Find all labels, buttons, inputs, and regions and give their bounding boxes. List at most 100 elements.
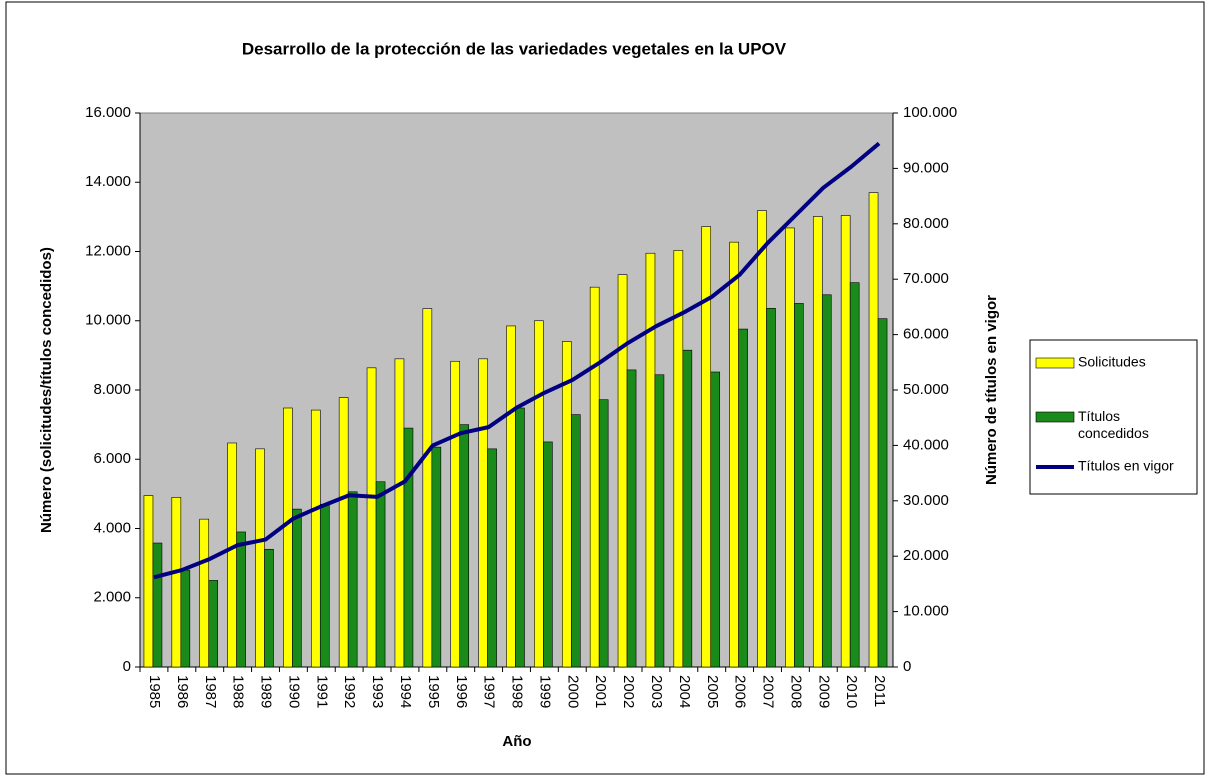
bar: [589, 286, 600, 668]
y2-tick-label: 0: [903, 658, 911, 675]
y2-tick-label: 80.000: [903, 215, 949, 232]
bar: [821, 294, 832, 668]
bar: [366, 367, 377, 668]
y2-tick-label: 50.000: [903, 381, 949, 398]
bar: [319, 503, 330, 668]
bar: [478, 358, 488, 668]
x-tick-label: 2007: [760, 675, 777, 708]
bar: [431, 446, 442, 668]
bar: [264, 548, 274, 668]
bar: [794, 303, 804, 668]
bar: [487, 448, 497, 668]
y2-tick-label: 20.000: [903, 547, 949, 564]
x-tick-label: 1994: [397, 675, 414, 708]
bar: [785, 227, 795, 668]
bar: [840, 215, 851, 668]
bar: [598, 399, 609, 668]
x-tick-label: 2006: [732, 675, 749, 708]
bar: [459, 424, 470, 668]
bar: [561, 341, 572, 668]
x-tick-label: 2009: [815, 675, 832, 708]
y-tick-label: 8.000: [93, 381, 131, 398]
x-tick-label: 1991: [313, 675, 330, 708]
bar: [208, 580, 219, 668]
x-tick-label: 1993: [369, 675, 386, 708]
bar: [543, 441, 553, 668]
bar: [292, 508, 302, 668]
y2-tick-label: 60.000: [903, 326, 949, 343]
bar: [849, 282, 860, 668]
y-tick-label: 0: [123, 658, 131, 675]
bar: [710, 371, 721, 668]
x-tick-label: 1990: [285, 675, 302, 708]
bar: [812, 216, 823, 668]
legend-label: Títulos concedidos: [1078, 408, 1149, 441]
x-tick-label: 1992: [341, 675, 358, 708]
legend-swatch: [1035, 411, 1075, 423]
bar: [422, 308, 433, 668]
y-tick-label: 10.000: [85, 312, 131, 329]
bar: [347, 491, 358, 668]
bar: [394, 358, 405, 668]
x-tick-label: 1985: [146, 675, 163, 708]
y2-tick-label: 70.000: [903, 270, 949, 287]
chart-title: Desarrollo de la protección de las varie…: [242, 39, 787, 58]
y2-axis-title: Número de títulos en vigor: [983, 295, 1000, 485]
bar: [338, 397, 349, 668]
bar: [180, 569, 191, 668]
y-axis-title: Número (solicitudes/títulos concedidos): [38, 247, 55, 533]
x-tick-label: 1995: [425, 675, 442, 708]
bar: [255, 448, 265, 668]
line: [153, 141, 881, 580]
x-tick-label: 2001: [592, 675, 609, 708]
bar: [515, 407, 525, 668]
bar: [375, 481, 386, 668]
bar: [682, 349, 693, 668]
x-tick-label: 1986: [174, 675, 191, 708]
x-tick-label: 1996: [453, 675, 470, 708]
y2-tick-label: 30.000: [903, 492, 949, 509]
bar: [729, 241, 739, 668]
x-tick-label: 2002: [620, 675, 637, 708]
x-tick-label: 2000: [564, 675, 581, 708]
x-tick-label: 1999: [536, 675, 553, 708]
y-tick-label: 12.000: [85, 242, 131, 259]
bar: [283, 407, 293, 668]
bar: [534, 320, 544, 668]
y2-tick-label: 40.000: [903, 436, 949, 453]
y-tick-label: 14.000: [85, 173, 131, 190]
bar: [877, 318, 888, 668]
bar: [617, 274, 628, 668]
bar: [701, 226, 712, 668]
bar: [506, 325, 516, 668]
bar: [236, 531, 246, 668]
legend-label: Solicitudes: [1078, 354, 1146, 370]
y2-tick-label: 100.000: [903, 104, 957, 121]
bar: [152, 542, 163, 668]
y-tick-label: 6.000: [93, 450, 131, 467]
x-tick-label: 2010: [843, 675, 860, 708]
bar: [227, 442, 237, 668]
bar: [766, 307, 776, 668]
y-tick-label: 16.000: [85, 104, 131, 121]
y2-tick-label: 10.000: [903, 603, 949, 620]
bar: [868, 192, 879, 668]
legend-label: Títulos en vigor: [1078, 458, 1174, 474]
x-tick-label: 2008: [787, 675, 804, 708]
bar: [403, 427, 414, 668]
bar: [450, 360, 461, 668]
bar: [757, 210, 767, 668]
bar: [654, 374, 665, 668]
x-tick-label: 2005: [704, 675, 721, 708]
legend-swatch: [1035, 357, 1075, 369]
bar: [171, 497, 182, 668]
y-tick-label: 2.000: [93, 589, 131, 606]
x-tick-label: 2011: [871, 675, 888, 707]
x-tick-label: 2003: [648, 675, 665, 708]
bar: [310, 409, 321, 668]
bar: [199, 518, 210, 668]
x-tick-label: 1998: [509, 675, 526, 708]
bar: [626, 369, 637, 668]
y-tick-label: 4.000: [93, 519, 131, 536]
